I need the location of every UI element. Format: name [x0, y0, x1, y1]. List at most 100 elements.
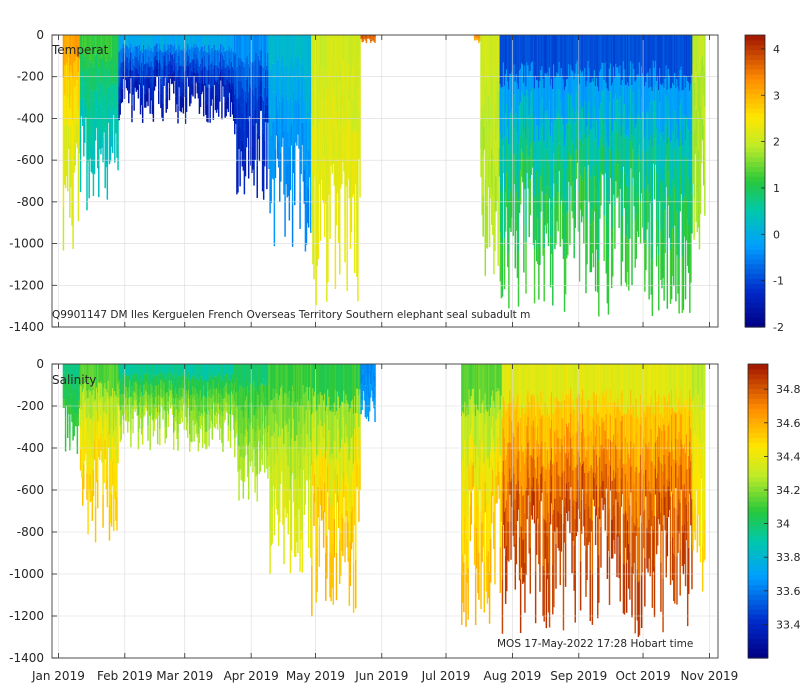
data-cell — [597, 240, 599, 293]
data-cell — [513, 437, 515, 474]
data-cell — [501, 417, 504, 472]
data-cell — [70, 364, 72, 375]
data-cell — [306, 110, 309, 148]
data-cell — [636, 466, 639, 518]
data-cell — [351, 506, 354, 543]
data-cell — [478, 458, 480, 506]
data-cell — [347, 121, 349, 151]
data-cell — [571, 105, 573, 141]
data-cell — [109, 427, 112, 460]
data-cell — [634, 364, 636, 418]
data-cell — [292, 446, 295, 475]
data-cell — [338, 178, 341, 227]
data-cell — [74, 364, 76, 377]
data-cell — [253, 95, 255, 126]
data-cell — [571, 447, 573, 490]
data-cell — [470, 460, 473, 493]
data-cell — [530, 485, 533, 516]
data-cell — [197, 60, 200, 74]
data-cell — [541, 35, 543, 67]
data-cell — [622, 35, 625, 62]
data-cell — [556, 72, 558, 110]
data-cell — [578, 182, 581, 233]
data-cell — [269, 532, 271, 575]
data-cell — [101, 364, 103, 384]
data-cell — [641, 150, 644, 190]
data-cell — [544, 402, 547, 442]
data-cell — [328, 463, 330, 497]
data-cell — [267, 432, 269, 456]
data-cell — [364, 374, 367, 386]
data-cell — [297, 74, 299, 95]
data-cell — [548, 100, 551, 134]
data-cell — [582, 364, 584, 390]
data-cell — [168, 388, 171, 397]
data-cell — [558, 89, 560, 117]
data-cell — [301, 35, 303, 57]
data-cell — [625, 463, 628, 514]
data-cell — [241, 457, 243, 482]
data-cell — [259, 50, 262, 66]
data-cell — [577, 192, 580, 232]
data-cell — [209, 105, 211, 123]
data-cell — [197, 364, 200, 382]
data-cell — [349, 163, 352, 207]
data-cell — [273, 466, 276, 502]
data-cell — [317, 79, 320, 125]
data-cell — [134, 45, 136, 57]
data-cell — [572, 71, 574, 109]
data-cell — [373, 399, 375, 409]
data-cell — [553, 364, 555, 413]
data-cell — [592, 391, 595, 419]
data-cell — [234, 54, 236, 75]
data-cell — [140, 392, 143, 407]
data-cell — [482, 156, 484, 197]
data-cell — [314, 148, 316, 177]
data-cell — [493, 178, 495, 227]
data-cell — [556, 429, 558, 463]
data-cell — [197, 47, 200, 61]
data-cell — [544, 111, 547, 150]
data-cell — [226, 35, 228, 50]
data-cell — [637, 196, 640, 237]
data-cell — [125, 77, 128, 89]
data-cell — [639, 485, 642, 516]
data-cell — [473, 484, 476, 525]
data-cell — [620, 449, 623, 479]
data-cell — [491, 427, 493, 460]
data-cell — [525, 406, 527, 449]
data-cell — [580, 147, 583, 185]
data-cell — [361, 40, 363, 43]
data-cell — [78, 390, 81, 400]
data-cell — [184, 106, 187, 124]
data-cell — [265, 364, 267, 382]
data-cell — [547, 35, 550, 78]
data-cell — [222, 45, 224, 56]
data-cell — [593, 176, 596, 212]
data-cell — [79, 385, 82, 407]
data-cell — [635, 364, 638, 399]
data-cell — [103, 435, 105, 460]
data-cell — [601, 364, 603, 391]
data-cell — [499, 182, 502, 233]
data-cell — [120, 89, 122, 104]
data-cell — [156, 412, 159, 429]
data-cell — [469, 364, 472, 400]
data-cell — [98, 99, 100, 133]
data-cell — [198, 98, 201, 114]
data-cell — [631, 85, 633, 136]
data-cell — [615, 391, 617, 419]
data-cell — [609, 92, 612, 121]
data-cell — [292, 117, 295, 146]
data-cell — [165, 66, 167, 82]
data-cell — [256, 419, 258, 447]
data-cell — [86, 140, 88, 176]
y-tick-label: 0 — [36, 28, 44, 42]
data-cell — [264, 87, 266, 114]
data-cell — [312, 35, 314, 81]
data-cell — [623, 564, 626, 615]
data-cell — [169, 61, 172, 70]
data-cell — [224, 364, 226, 376]
data-cell — [87, 60, 89, 86]
data-cell — [520, 445, 523, 487]
